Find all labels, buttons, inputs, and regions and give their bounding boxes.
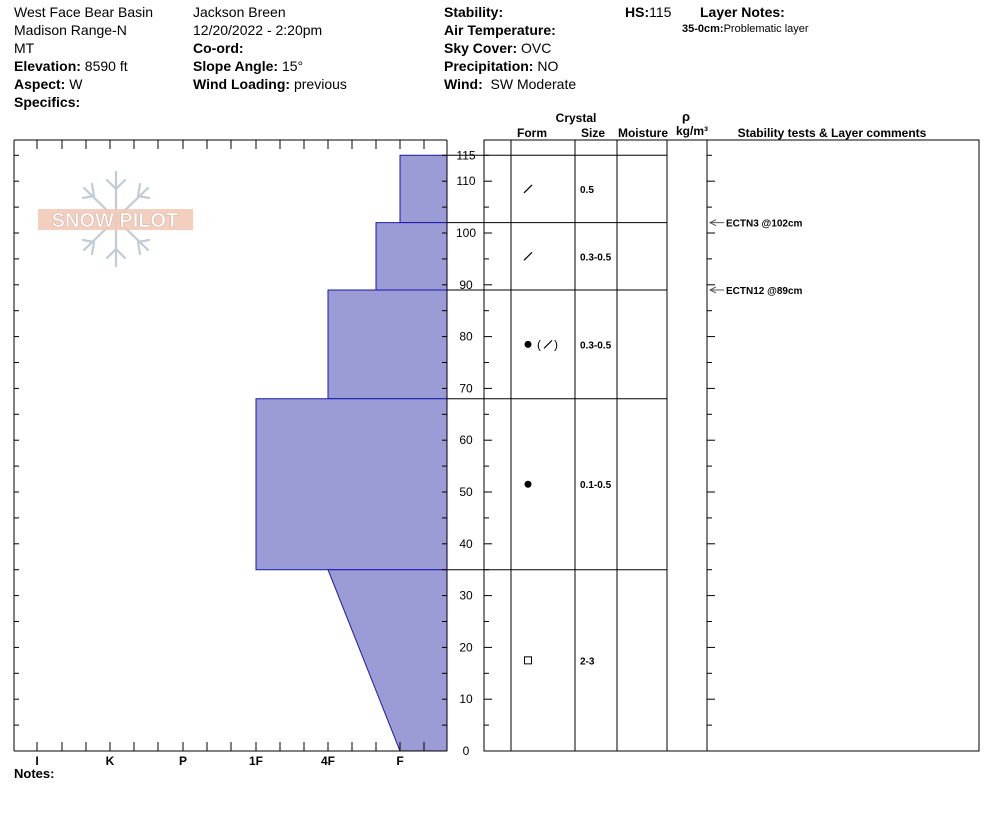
stability-test-0: ECTN3 @102cm — [708, 219, 803, 230]
notes-label: Notes: — [14, 766, 54, 781]
hardness-segment-1 — [375, 222, 448, 291]
height-label-70: 70 — [459, 381, 473, 395]
snowpilot-logo: SNOW PILOT — [38, 170, 193, 268]
layer-note-text: Problematic layer — [723, 23, 809, 35]
height-label-100: 100 — [456, 226, 476, 240]
height-label-10: 10 — [459, 692, 473, 706]
crystal-form-decomposing-icon — [523, 184, 533, 194]
layer-row-4: 2-3 — [524, 656, 595, 667]
observation-datetime: 12/20/2022 - 2:20pm — [193, 22, 323, 38]
precip-value: NO — [537, 58, 559, 74]
specifics-label: Specifics: — [14, 94, 81, 110]
height-label-110: 110 — [456, 174, 475, 188]
crystal-size: 0.5 — [580, 185, 594, 196]
hs-value: 115 — [649, 4, 672, 20]
range-name: Madison Range-N — [14, 22, 127, 38]
coord-label: Co-ord: — [193, 40, 244, 56]
slope-value: 15° — [281, 58, 304, 74]
crystal-form-rounded-icon — [524, 480, 532, 488]
hardness-label-1F: 1F — [249, 754, 263, 768]
crystal-form-rounded-icon — [524, 340, 532, 348]
hs-label: HS: — [625, 4, 650, 20]
stability-label: Stability: — [444, 4, 504, 20]
height-label-40: 40 — [459, 537, 473, 551]
layer-row-2: () 0.3-0.5 — [447, 337, 667, 400]
precip-label: Precipitation: — [444, 58, 534, 74]
hardness-segment-0 — [399, 154, 448, 224]
wind-loading-value: previous — [293, 76, 347, 92]
sky-label: Sky Cover: — [444, 40, 518, 56]
header-form: Form — [517, 126, 547, 140]
height-label-20: 20 — [459, 640, 473, 654]
crystal-form-decomposing-icon — [523, 251, 533, 261]
stability-test-label: ECTN12 @89cm — [726, 286, 803, 297]
layer-note-range: 35-0cm: — [682, 23, 724, 35]
header-size: Size — [581, 126, 605, 140]
height-label-60: 60 — [459, 433, 473, 447]
height-label-0: 0 — [463, 744, 470, 758]
logo-text: SNOW PILOT — [52, 210, 179, 232]
aspect-value: W — [69, 76, 83, 92]
height-label-80: 80 — [459, 330, 473, 344]
wind-value: SW Moderate — [490, 76, 577, 92]
air-temp-label: Air Temperature: — [444, 22, 556, 38]
svg-text:(: ( — [537, 337, 541, 351]
layer-row-3: 0.1-0.5 — [447, 480, 667, 571]
slope-label: Slope Angle: — [193, 58, 279, 74]
height-label-50: 50 — [459, 485, 473, 499]
crystal-size: 0.1-0.5 — [580, 480, 612, 491]
location-name: West Face Bear Basin — [14, 4, 154, 20]
layer-notes-label: Layer Notes: — [700, 4, 785, 20]
hardness-segment-3 — [255, 398, 448, 571]
wind-loading-label: Wind Loading: — [193, 76, 291, 92]
height-label-30: 30 — [459, 589, 473, 603]
hardness-label-F: F — [396, 754, 403, 768]
stability-test-label: ECTN3 @102cm — [726, 219, 803, 230]
height-label-90: 90 — [459, 278, 473, 292]
hardness-label-4F: 4F — [321, 754, 335, 768]
layer-row-0: 0.5 — [447, 154, 667, 224]
hardness-label-K: K — [106, 754, 115, 768]
crystal-size: 0.3-0.5 — [580, 340, 612, 351]
crystal-size: 2-3 — [580, 656, 595, 667]
observer-name: Jackson Breen — [193, 4, 286, 20]
crystal-form-decomposing-icon — [543, 339, 553, 349]
header-stability: Stability tests & Layer comments — [738, 126, 927, 140]
header-density-unit: kg/m³ — [676, 124, 708, 138]
wind-label: Wind: — [444, 76, 483, 92]
crystal-size: 0.3-0.5 — [580, 252, 612, 263]
aspect-label: Aspect: — [14, 76, 66, 92]
header-moisture: Moisture — [618, 126, 668, 140]
crystal-form-faceted-icon — [524, 656, 532, 665]
elevation-label: Elevation: — [14, 58, 81, 74]
header-rho: ρ — [682, 109, 690, 124]
stability-test-1: ECTN12 @89cm — [708, 286, 803, 297]
state-name: MT — [14, 40, 35, 56]
header-crystal: Crystal — [556, 111, 597, 125]
hardness-segment-2 — [327, 289, 448, 400]
hardness-label-P: P — [179, 754, 187, 768]
elevation-value: 8590 ft — [84, 58, 128, 74]
svg-text:): ) — [554, 337, 558, 351]
hardness-label-I: I — [35, 754, 38, 768]
layer-row-1: 0.3-0.5 — [447, 251, 667, 291]
sky-value: OVC — [521, 40, 552, 56]
hardness-segment-4 — [327, 569, 448, 752]
